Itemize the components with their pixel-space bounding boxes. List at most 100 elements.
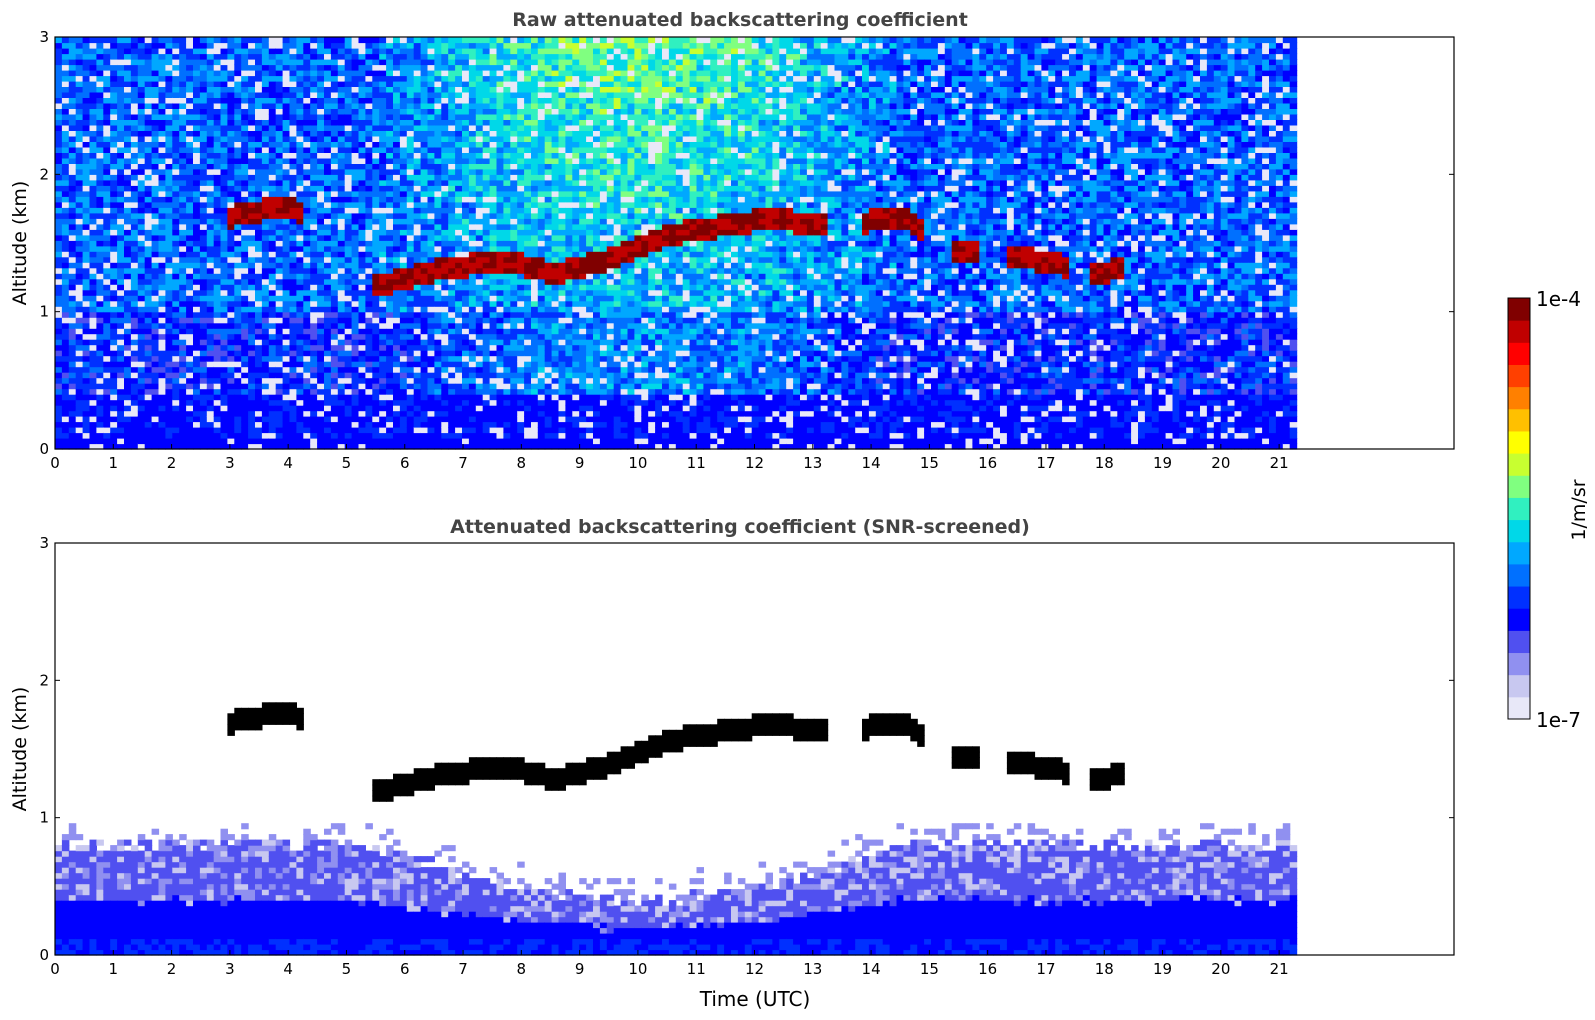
heatmap-cell <box>213 350 222 357</box>
heatmap-cell <box>324 37 332 44</box>
heatmap-cell <box>475 113 484 120</box>
heatmap-cell <box>310 361 318 368</box>
heatmap-cell <box>110 416 118 423</box>
heatmap-cell <box>482 174 491 181</box>
heatmap-cell <box>448 267 456 274</box>
heatmap-cell <box>165 64 173 71</box>
heatmap-cell <box>489 416 498 423</box>
heatmap-cell <box>61 339 70 346</box>
heatmap-cell <box>158 311 166 318</box>
heatmap-cell <box>330 251 339 258</box>
heatmap-cell <box>489 366 498 373</box>
heatmap-cell <box>241 377 249 384</box>
heatmap-cell <box>372 240 380 247</box>
heatmap-cell <box>406 86 415 93</box>
heatmap-cell <box>227 196 235 203</box>
heatmap-cell <box>330 416 339 423</box>
heatmap-cell <box>448 70 456 77</box>
heatmap-cell <box>379 42 387 49</box>
heatmap-cell <box>337 196 346 203</box>
heatmap-cell <box>406 262 415 269</box>
heatmap-cell <box>282 174 291 181</box>
heatmap-cell <box>462 190 470 197</box>
heatmap-cell <box>482 245 491 252</box>
heatmap-cell <box>248 256 256 263</box>
heatmap-cell <box>372 344 380 351</box>
heatmap-cell <box>117 102 125 109</box>
heatmap-cell <box>289 163 297 170</box>
heatmap-cell <box>310 70 318 77</box>
heatmap-cell <box>468 317 477 324</box>
heatmap-cell <box>255 328 263 335</box>
heatmap-cell <box>324 42 332 49</box>
heatmap-cell <box>241 229 249 236</box>
heatmap-cell <box>82 163 91 170</box>
heatmap-cell <box>68 317 77 324</box>
heatmap-cell <box>448 113 456 120</box>
heatmap-cell <box>234 70 242 77</box>
heatmap-cell <box>193 223 201 230</box>
heatmap-cell <box>406 421 415 428</box>
heatmap-cell <box>289 333 297 340</box>
heatmap-cell <box>255 240 263 247</box>
heatmap-cell <box>365 119 373 126</box>
heatmap-cell <box>206 91 215 98</box>
heatmap-cell <box>399 53 408 60</box>
heatmap-cell <box>317 416 325 423</box>
heatmap-cell <box>282 124 291 131</box>
heatmap-cell <box>268 113 277 120</box>
heatmap-cell <box>255 295 263 302</box>
heatmap-cell <box>206 438 215 445</box>
heatmap-cell <box>393 108 401 115</box>
heatmap-cell <box>165 284 173 291</box>
heatmap-cell <box>227 416 235 423</box>
heatmap-cell <box>268 317 277 324</box>
heatmap-cell <box>324 245 332 252</box>
heatmap-cell <box>330 207 339 214</box>
heatmap-cell <box>151 421 160 428</box>
heatmap-cell <box>261 70 270 77</box>
heatmap-cell <box>455 416 463 423</box>
heatmap-cell <box>317 108 325 115</box>
heatmap-cell <box>296 102 304 109</box>
heatmap-cell <box>144 218 153 225</box>
heatmap-cell <box>137 37 146 44</box>
heatmap-cell <box>137 416 146 423</box>
heatmap-cell <box>275 317 284 324</box>
heatmap-cell <box>468 405 477 412</box>
heatmap-cell <box>482 350 491 357</box>
heatmap-cell <box>227 300 235 307</box>
heatmap-cell <box>462 80 470 87</box>
heatmap-cell <box>475 75 484 82</box>
heatmap-cell <box>110 284 118 291</box>
heatmap-cell <box>448 157 456 164</box>
heatmap-cell <box>103 218 111 225</box>
heatmap-cell <box>393 53 401 60</box>
heatmap-cell <box>151 295 160 302</box>
heatmap-cell <box>165 119 173 126</box>
heatmap-cell <box>482 410 491 417</box>
heatmap-cell <box>482 251 491 258</box>
heatmap-cell <box>206 201 215 208</box>
heatmap-cell <box>503 113 511 120</box>
heatmap-cell <box>234 185 242 192</box>
heatmap-cell <box>503 157 511 164</box>
heatmap-cell <box>268 333 277 340</box>
heatmap-cell <box>268 438 277 445</box>
heatmap-cell <box>358 196 366 203</box>
heatmap-cell <box>220 75 228 82</box>
heatmap-cell <box>386 196 394 203</box>
heatmap-cell <box>96 207 104 214</box>
heatmap-cell <box>455 141 463 148</box>
heatmap-cell <box>330 135 339 142</box>
heatmap-cell <box>413 388 422 395</box>
heatmap-cell <box>351 196 360 203</box>
heatmap-cell <box>303 256 311 263</box>
heatmap-cell <box>124 174 132 181</box>
heatmap-cell <box>427 70 435 77</box>
heatmap-cell <box>496 427 504 434</box>
heatmap-cell <box>186 108 194 115</box>
heatmap-cell <box>372 48 380 55</box>
heatmap-cell <box>372 262 380 269</box>
heatmap-cell <box>289 339 297 346</box>
